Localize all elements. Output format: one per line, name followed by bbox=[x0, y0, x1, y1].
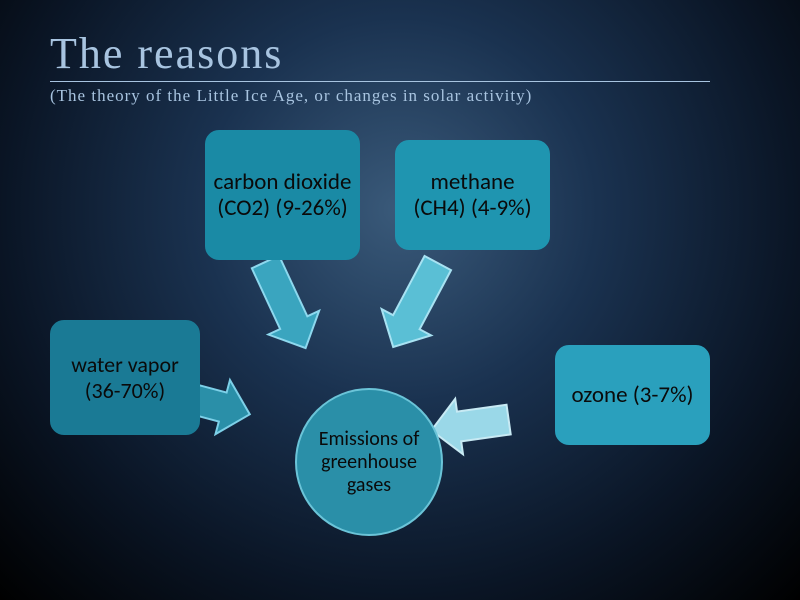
node-ozone: ozone (3-7%) bbox=[555, 345, 710, 445]
arrow-methane bbox=[368, 250, 462, 360]
node-label: carbon dioxide (CO2) (9-26%) bbox=[213, 169, 352, 222]
node-water-vapor: water vapor(36-70%) bbox=[50, 320, 200, 435]
node-label: water vapor bbox=[71, 352, 179, 377]
node-label: ozone (3-7%) bbox=[571, 382, 693, 408]
node-label: (36-70%) bbox=[85, 378, 165, 403]
center-label: Emissions of greenhouse gases bbox=[305, 428, 433, 497]
node-carbon-dioxide: carbon dioxide (CO2) (9-26%) bbox=[205, 130, 360, 260]
center-node: Emissions of greenhouse gases bbox=[295, 388, 443, 536]
node-label: methane (CH4) (4-9%) bbox=[403, 169, 542, 222]
node-methane: methane (CH4) (4-9%) bbox=[395, 140, 550, 250]
arrow-carbon-dioxide bbox=[240, 250, 331, 360]
diagram-canvas: water vapor(36-70%) carbon dioxide (CO2) … bbox=[0, 0, 800, 600]
